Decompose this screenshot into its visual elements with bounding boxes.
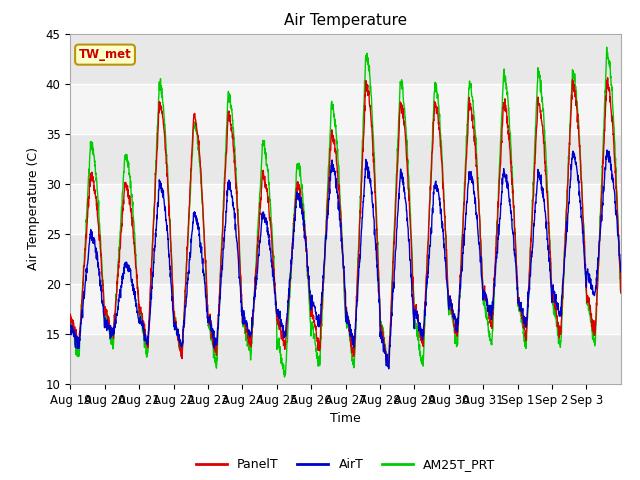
AM25T_PRT: [281, 374, 289, 380]
Y-axis label: Air Temperature (C): Air Temperature (C): [28, 147, 40, 270]
AirT: [379, 338, 387, 344]
AM25T_PRT: [240, 323, 248, 329]
PanelT: [379, 329, 387, 335]
AirT: [543, 219, 550, 225]
Bar: [70, 134, 621, 184]
AM25T_PRT: [511, 239, 519, 245]
Bar: [70, 84, 621, 134]
PanelT: [122, 184, 129, 190]
AM25T_PRT: [67, 324, 74, 329]
Line: PanelT: PanelT: [70, 78, 621, 366]
Line: AM25T_PRT: AM25T_PRT: [70, 47, 621, 377]
AM25T_PRT: [609, 114, 617, 120]
Bar: [70, 34, 621, 84]
PanelT: [67, 312, 74, 317]
AM25T_PRT: [543, 163, 550, 168]
AM25T_PRT: [122, 156, 129, 162]
PanelT: [604, 75, 611, 81]
Legend: PanelT, AirT, AM25T_PRT: PanelT, AirT, AM25T_PRT: [191, 453, 500, 476]
AirT: [511, 259, 519, 264]
AirT: [122, 263, 129, 268]
PanelT: [543, 186, 550, 192]
PanelT: [609, 131, 617, 137]
AirT: [609, 176, 617, 181]
PanelT: [511, 239, 519, 245]
PanelT: [617, 289, 625, 295]
Bar: [70, 234, 621, 284]
AM25T_PRT: [379, 324, 387, 330]
Bar: [70, 284, 621, 334]
AirT: [617, 269, 625, 275]
Text: TW_met: TW_met: [79, 48, 131, 61]
AirT: [240, 312, 248, 317]
X-axis label: Time: Time: [330, 412, 361, 425]
PanelT: [385, 363, 392, 369]
PanelT: [240, 315, 248, 321]
AirT: [385, 366, 392, 372]
Bar: [70, 334, 621, 384]
AirT: [604, 147, 611, 153]
AM25T_PRT: [603, 44, 611, 50]
AM25T_PRT: [617, 290, 625, 296]
Bar: [70, 184, 621, 234]
Title: Air Temperature: Air Temperature: [284, 13, 407, 28]
Line: AirT: AirT: [70, 150, 621, 369]
AirT: [67, 322, 74, 328]
